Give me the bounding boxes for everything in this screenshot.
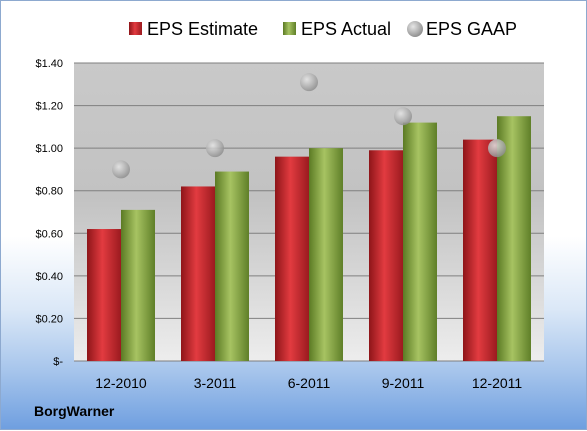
eps-gaap-legend-swatch <box>407 21 423 37</box>
y-tick-label: $0.20 <box>35 313 63 325</box>
eps-estimate-legend-swatch <box>129 22 142 35</box>
eps-estimate-bar <box>369 150 403 361</box>
eps-estimate-bar <box>87 229 121 361</box>
eps-actual-bar <box>215 171 249 361</box>
legend-label: EPS GAAP <box>426 19 517 39</box>
eps-gaap-point <box>206 139 224 158</box>
x-tick-label: 6-2011 <box>288 375 331 391</box>
eps-estimate-bar <box>463 139 497 361</box>
eps-actual-legend-swatch <box>283 22 296 35</box>
company-name: BorgWarner <box>34 403 115 419</box>
y-tick-label: $1.00 <box>35 143 63 155</box>
legend-label: EPS Estimate <box>147 19 258 39</box>
y-tick-label: $0.80 <box>35 186 63 198</box>
eps-gaap-point <box>394 107 412 126</box>
eps-gaap-point <box>488 139 506 158</box>
x-tick-label: 3-2011 <box>194 375 237 391</box>
x-tick-label: 9-2011 <box>382 375 425 391</box>
y-tick-label: $0.60 <box>35 228 63 240</box>
y-tick-label: $1.40 <box>35 58 63 70</box>
eps-gaap-point <box>300 73 318 92</box>
x-tick-label: 12-2011 <box>472 375 523 391</box>
y-tick-label: $- <box>53 356 63 368</box>
y-tick-label: $0.40 <box>35 271 63 283</box>
eps-estimate-bar <box>275 156 309 361</box>
y-tick-label: $1.20 <box>35 101 63 113</box>
eps-actual-bar <box>403 122 437 361</box>
eps-actual-bar <box>309 148 343 361</box>
eps-actual-bar <box>121 209 155 361</box>
eps-actual-bar <box>497 116 531 361</box>
x-tick-label: 12-2010 <box>95 375 147 391</box>
eps-estimate-bar <box>181 186 215 361</box>
legend-label: EPS Actual <box>301 19 391 39</box>
eps-gaap-point <box>112 160 130 179</box>
